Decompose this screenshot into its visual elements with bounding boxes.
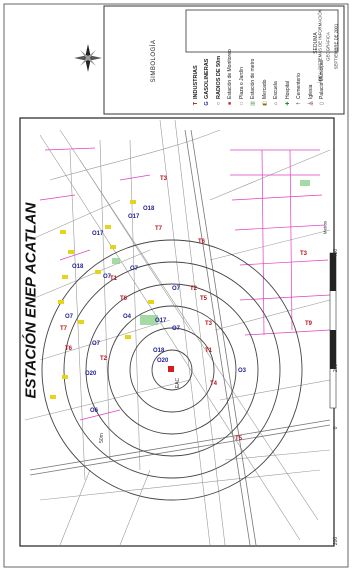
industry-marker: T6 xyxy=(120,296,128,302)
map-title: ESTACIÓN ENEP ACATLAN xyxy=(22,202,40,399)
industry-marker: T3 xyxy=(205,321,213,327)
business-tags xyxy=(50,200,154,399)
magenta-streets xyxy=(39,147,331,421)
gas-station-marker: O17 xyxy=(92,231,104,237)
scale-unit: Metros xyxy=(322,220,328,235)
industry-marker: T5 xyxy=(235,436,243,442)
scale-tick-label: 200 xyxy=(333,363,339,373)
legend-item: □ Plaza o Jardín xyxy=(236,14,247,110)
legend-label: RADIOS DE 50m xyxy=(215,55,222,99)
scale-tick-label: 400 xyxy=(333,248,339,258)
legend-symbol-icon: ✚ xyxy=(284,101,291,106)
north-arrow xyxy=(74,44,102,72)
legend-label: Cementerio xyxy=(296,73,302,99)
legend-item: ○ RADIOS DE 50m xyxy=(213,14,224,110)
gas-station-marker: O4 xyxy=(123,314,132,320)
legend-symbol-icon: ○ xyxy=(215,101,222,106)
industry-marker: T6 xyxy=(65,346,73,352)
gas-station-marker: O20 xyxy=(85,371,97,377)
legend-item: G GASOLINERAS xyxy=(202,14,213,110)
legend-box xyxy=(185,9,339,53)
legend-item: ⌂ Escuela xyxy=(271,14,282,110)
industry-marker: T6 xyxy=(198,239,206,245)
legend-label: GASOLINERAS xyxy=(204,58,210,99)
industry-marker: T3 xyxy=(160,176,168,182)
legend-label: Hospital xyxy=(284,80,291,99)
industry-markers: T1 T5 T3 T6 T4 T5 T3 T7 T1 T6 T7 T6 T2 T… xyxy=(60,176,313,442)
gas-station-marker: O20 xyxy=(157,358,169,364)
map-content: T1 T5 T3 T6 T4 T5 T3 T7 T1 T6 T7 T6 T2 T… xyxy=(24,119,331,546)
legend-label: Estación de metro xyxy=(250,58,256,99)
legend-symbol-icon: ▥ xyxy=(250,101,256,106)
park-area xyxy=(112,258,120,264)
legend-symbol-icon: ⌂ xyxy=(273,101,279,106)
scale-bar xyxy=(329,252,337,409)
legend-symbol-icon: ⛪ xyxy=(307,100,314,107)
legend-item: ✚ Hospital xyxy=(282,14,293,110)
radius-rings xyxy=(41,239,303,501)
legend-symbol-icon: ■ xyxy=(227,101,233,106)
legend-symbol-icon: ◧ xyxy=(261,101,268,106)
legend-label: Escuela xyxy=(273,81,279,99)
gas-station-marker: O7 xyxy=(103,274,112,280)
credits-date: SEPTIEMBRE DE 2001 xyxy=(333,23,339,70)
gas-station-marker: O18 xyxy=(143,206,155,212)
legend-label: Iglesia xyxy=(307,84,314,99)
scale-tick-label: 200 xyxy=(333,536,339,546)
industry-marker: T2 xyxy=(100,356,108,362)
gas-station-marker: O3 xyxy=(238,368,247,374)
legend-item: ▥ Estación de metro xyxy=(248,14,259,110)
legend-item: T INDUSTRIAS xyxy=(190,14,201,110)
legend-symbol-icon: T xyxy=(192,101,199,106)
gas-station-marker: O7 xyxy=(130,266,139,272)
industry-marker: T2 xyxy=(190,286,198,292)
gas-station-marker: O7 xyxy=(172,326,181,332)
ring-label: 50m xyxy=(99,433,105,443)
gas-station-marker: O18 xyxy=(153,348,165,354)
scale-tick-label: 0 xyxy=(333,426,339,430)
gas-station-marker: O6 xyxy=(90,408,99,414)
gas-markers: O17 O17 O18 O18 O7 O7 O7 O7 O4 O17 O18 O… xyxy=(65,206,247,414)
highway xyxy=(29,129,331,546)
credits-dept: GEOGRÁFICA xyxy=(325,32,331,61)
legend-symbol-icon: G xyxy=(204,101,210,106)
legend-label: INDUSTRIAS xyxy=(192,65,199,99)
gas-station-marker: O18 xyxy=(72,264,84,270)
industry-marker: T4 xyxy=(210,381,218,387)
gas-station-marker: O7 xyxy=(65,314,74,320)
station-label: EAC xyxy=(175,377,181,389)
credits-area: ÁREA: SISTEMAS DE INFORMACIÓN xyxy=(317,9,323,84)
industry-marker: T9 xyxy=(305,321,313,327)
legend-heading: SIMBOLOGÍA xyxy=(151,39,157,83)
legend-item: ◧ Mercado xyxy=(259,14,270,110)
map-frame xyxy=(19,117,335,547)
legend-item: † Cementerio xyxy=(294,14,305,110)
gas-station-marker: O7 xyxy=(172,286,181,292)
industry-marker: T1 xyxy=(205,348,213,354)
industry-marker: T1 xyxy=(110,276,118,282)
legend-symbol-icon: □ xyxy=(238,101,245,106)
industry-marker: T7 xyxy=(155,226,163,232)
gas-station-marker: O17 xyxy=(155,318,167,324)
legend-label: Estación de Monitoreo xyxy=(227,49,233,99)
legend-item: ■ Estación de Monitoreo xyxy=(225,14,236,110)
gas-station-marker: O17 xyxy=(128,214,140,220)
industry-marker: T3 xyxy=(300,251,308,257)
gas-station-marker: O7 xyxy=(92,341,101,347)
park-area xyxy=(300,180,310,186)
legend-label: Plaza o Jardín xyxy=(238,67,245,99)
legend-symbol-icon: ▯ xyxy=(319,102,325,105)
monitoring-station-marker xyxy=(168,366,174,372)
industry-marker: T7 xyxy=(60,326,68,332)
park-area xyxy=(140,315,158,325)
legend-symbol-icon: † xyxy=(296,102,302,105)
legend-label: Mercado xyxy=(261,79,268,99)
industry-marker: T5 xyxy=(200,296,208,302)
